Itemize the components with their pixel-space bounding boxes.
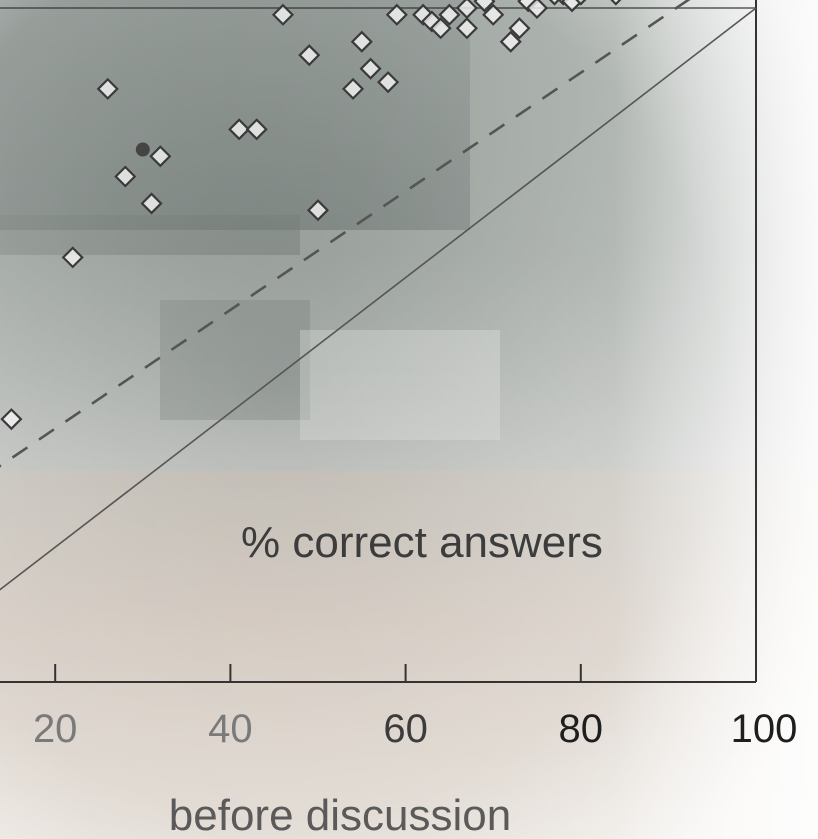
x-tick-label: 80 — [559, 707, 604, 751]
x-tick-label: 60 — [383, 707, 428, 751]
data-point — [0, 408, 23, 431]
data-point — [149, 145, 172, 168]
trend-line — [0, 0, 691, 468]
data-point — [114, 165, 137, 188]
inner-label: % correct answers — [241, 518, 603, 567]
x-tick-label: 100 — [731, 707, 798, 751]
data-point — [548, 0, 561, 6]
plot-axes — [0, 0, 757, 683]
data-point — [377, 71, 400, 94]
data-point — [61, 246, 84, 269]
data-point — [359, 57, 382, 80]
data-point — [140, 192, 163, 215]
data-point — [306, 199, 330, 222]
diagonal-line — [0, 7, 757, 591]
data-point — [341, 77, 365, 100]
data-point — [455, 17, 478, 40]
data-point — [429, 17, 452, 40]
data-point — [499, 30, 522, 53]
data-point — [385, 3, 408, 26]
data-point — [245, 118, 268, 141]
data-point — [560, 0, 584, 13]
x-ticks: 20 40 60 80 100 — [33, 664, 797, 751]
data-point — [508, 17, 531, 40]
data-point — [228, 118, 251, 141]
x-tick-label: 20 — [33, 707, 78, 751]
data-point — [525, 0, 549, 20]
data-point — [482, 3, 505, 26]
data-points — [0, 0, 622, 431]
data-point — [473, 0, 496, 13]
plot-lines — [0, 0, 757, 591]
x-tick-label: 40 — [208, 707, 253, 751]
x-axis-title: before discussion — [169, 791, 511, 839]
data-point — [96, 77, 119, 100]
highlight-point — [135, 142, 150, 157]
data-point — [438, 3, 461, 26]
data-point — [271, 3, 295, 26]
data-point — [610, 0, 622, 6]
data-point — [350, 30, 373, 53]
data-point — [298, 44, 321, 67]
data-point — [575, 0, 587, 6]
data-point — [455, 0, 478, 20]
